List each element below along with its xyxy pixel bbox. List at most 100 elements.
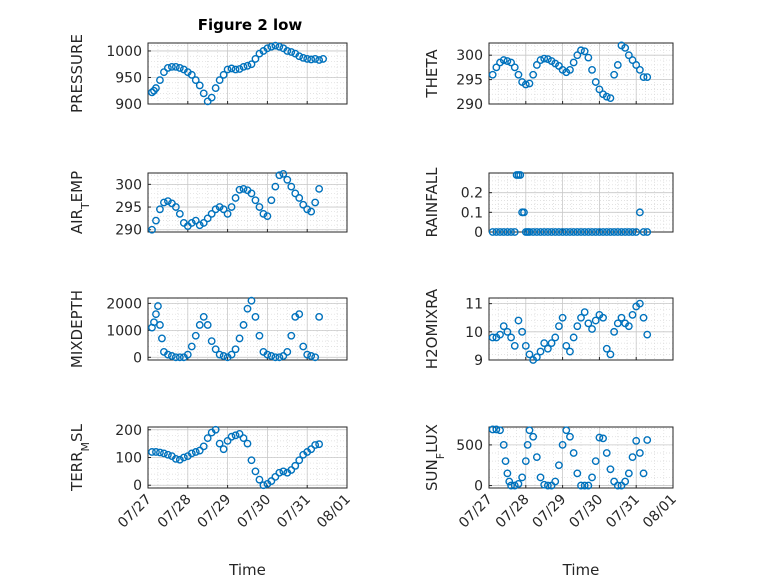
- data-point: [247, 60, 256, 69]
- data-point: [525, 79, 534, 88]
- data-point: [505, 477, 514, 486]
- data-point: [160, 68, 168, 77]
- data-point: [303, 205, 312, 214]
- data-point: [492, 228, 501, 236]
- data-point: [191, 331, 200, 340]
- data-point: [275, 171, 284, 180]
- x-axis-label: Time: [228, 561, 266, 579]
- data-point: [595, 85, 604, 94]
- data-point: [148, 88, 156, 97]
- data-point: [287, 331, 296, 340]
- data-point: [628, 228, 637, 236]
- data-point: [207, 209, 216, 218]
- data-point: [562, 426, 571, 435]
- data-point: [219, 352, 228, 360]
- y-tick-label: 0: [474, 479, 483, 495]
- data-point: [610, 70, 619, 79]
- data-point: [540, 228, 549, 236]
- data-point: [163, 350, 172, 359]
- data-point: [617, 228, 626, 236]
- data-point: [259, 481, 268, 490]
- data-point: [555, 322, 563, 331]
- data-point: [613, 319, 622, 328]
- data-point: [231, 65, 240, 74]
- data-point: [635, 65, 644, 74]
- data-point: [215, 76, 224, 85]
- data-point: [251, 55, 260, 63]
- data-point: [529, 70, 538, 79]
- data-point: [591, 457, 600, 466]
- data-point: [211, 205, 220, 214]
- data-point: [503, 469, 512, 478]
- data-point: [521, 80, 530, 89]
- data-point: [287, 48, 296, 56]
- data-point: [588, 228, 596, 236]
- data-point: [580, 481, 589, 490]
- data-point: [315, 440, 324, 449]
- subplot-air-temp: 290 295 300 AIRTEMP: [68, 170, 348, 239]
- y-tick-label: 300: [115, 177, 142, 193]
- data-point: [215, 439, 224, 448]
- data-point: [573, 322, 582, 331]
- data-point: [566, 65, 574, 74]
- data-point: [591, 316, 600, 325]
- data-point: [520, 208, 528, 217]
- y-tick-label: 0.2: [461, 186, 483, 202]
- data-point: [239, 184, 248, 193]
- data-point: [195, 81, 204, 90]
- data-point: [215, 203, 224, 211]
- data-point: [199, 312, 208, 321]
- y-tick-label: 1000: [106, 44, 142, 60]
- data-point: [235, 185, 244, 194]
- data-point: [532, 453, 541, 461]
- data-point: [624, 228, 633, 236]
- data-point: [514, 70, 523, 79]
- data-point: [267, 196, 276, 205]
- data-point: [639, 73, 648, 82]
- data-point: [152, 448, 160, 456]
- data-point: [315, 312, 324, 321]
- data-point: [584, 228, 593, 236]
- axes-box: [147, 172, 348, 233]
- data-point: [643, 228, 652, 236]
- data-point: [496, 330, 504, 339]
- x-axis-label: Time: [562, 561, 600, 579]
- data-point: [160, 198, 168, 207]
- y-tick-label: 950: [115, 70, 142, 86]
- plot-area: [489, 173, 673, 232]
- data-point: [518, 327, 527, 336]
- data-point: [639, 469, 648, 478]
- data-point: [510, 481, 519, 490]
- data-point: [211, 345, 220, 354]
- data-point: [580, 47, 589, 56]
- x-tick-label: 07/27: [456, 492, 496, 532]
- data-point: [562, 228, 571, 236]
- data-point: [569, 228, 578, 236]
- data-point: [223, 65, 232, 74]
- data-point: [613, 61, 622, 69]
- data-point: [566, 347, 574, 356]
- y-tick-label: 100: [115, 451, 142, 467]
- data-point: [175, 64, 184, 72]
- data-point: [606, 465, 615, 474]
- y-axis-label: RAINFALL: [423, 167, 441, 238]
- data-point: [175, 353, 184, 362]
- data-point: [588, 473, 596, 482]
- data-point: [247, 456, 256, 465]
- data-point: [516, 171, 525, 179]
- data-point: [279, 170, 288, 178]
- data-point: [621, 477, 630, 486]
- data-point: [584, 319, 593, 328]
- data-point: [621, 228, 630, 236]
- data-point: [514, 480, 523, 488]
- data-point: [156, 448, 164, 457]
- y-tick-label: 10: [465, 325, 483, 341]
- data-point: [295, 52, 304, 61]
- data-point: [551, 333, 560, 342]
- data-point: [503, 57, 512, 65]
- data-point: [507, 228, 515, 236]
- data-point: [624, 322, 633, 331]
- data-point: [639, 228, 648, 236]
- data-point: [271, 353, 280, 362]
- data-point: [267, 42, 276, 51]
